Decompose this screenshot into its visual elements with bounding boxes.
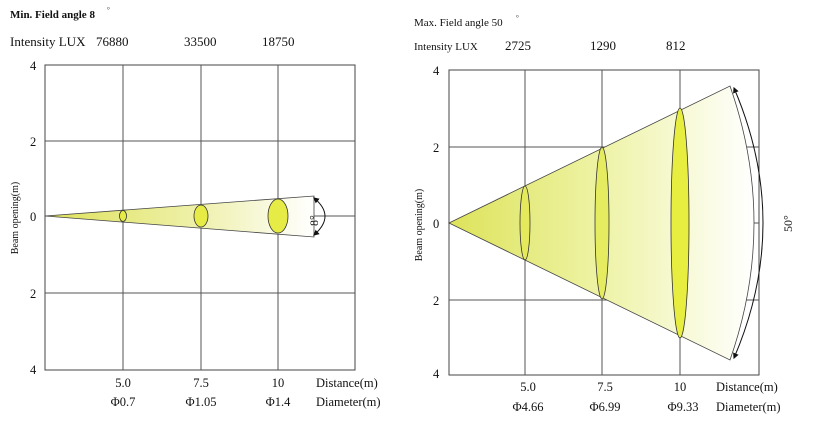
left-beam-section-7-5m: [193, 204, 209, 228]
left-distance-label: Distance(m): [316, 376, 378, 390]
right-y-axis-label: Beam opening(m): [414, 189, 425, 261]
left-distance-tick: 7.5: [193, 376, 209, 390]
left-diameter-tick: Φ1.4: [266, 395, 292, 409]
right-intensity-value-3: 812: [666, 38, 686, 53]
left-distance-tick: 5.0: [115, 376, 131, 390]
right-beam-section-5m: [519, 185, 531, 261]
right-distance-tick: 7.5: [597, 380, 613, 394]
right-diameter-tick: Φ4.66: [512, 400, 543, 414]
right-intensity-value-1: 2725: [505, 38, 531, 53]
left-diagram: Min. Field angle 8 ° Intensity LUX 76880…: [10, 6, 381, 409]
left-y-tick: 2: [30, 135, 36, 149]
left-title: Min. Field angle 8: [10, 9, 95, 21]
left-intensity-value-3: 18750: [262, 34, 295, 49]
left-intensity-label: Intensity LUX: [10, 34, 86, 49]
left-y-tick: 0: [30, 210, 36, 224]
right-y-tick: 4: [433, 64, 440, 78]
right-title: Max. Field angle 50: [414, 17, 503, 29]
right-diameter-tick: Φ9.33: [667, 400, 698, 414]
left-intensity-value-1: 76880: [96, 34, 129, 49]
left-intensity-value-2: 33500: [184, 34, 217, 49]
right-beam-section-7-5m: [594, 146, 610, 300]
right-intensity-value-2: 1290: [590, 38, 616, 53]
left-title-degree: °: [107, 6, 110, 14]
right-angle-label: 50°: [781, 215, 795, 232]
right-diagram: Max. Field angle 50 ° Intensity LUX 2725…: [414, 14, 795, 414]
left-y-tick: 2: [30, 287, 36, 301]
left-y-tick: 4: [30, 363, 37, 377]
right-diameter-tick: Φ6.99: [589, 400, 620, 414]
left-beam-section-10m: [267, 198, 289, 234]
right-y-tick: 0: [433, 217, 439, 231]
right-y-tick: 2: [433, 294, 439, 308]
left-distance-tick: 10: [272, 376, 285, 390]
right-title-degree: °: [516, 14, 519, 22]
right-y-tick: 4: [433, 367, 440, 381]
right-beam-section-10m: [670, 107, 690, 339]
left-y-axis-label: Beam opening(m): [10, 182, 21, 254]
left-diameter-label: Diameter(m): [316, 395, 381, 409]
right-distance-label: Distance(m): [716, 380, 778, 394]
left-diameter-tick: Φ0.7: [111, 395, 136, 409]
right-diameter-label: Diameter(m): [716, 400, 781, 414]
left-plot-frame: [44, 64, 356, 371]
left-y-tick: 4: [30, 59, 37, 73]
right-distance-tick: 5.0: [520, 380, 536, 394]
right-y-tick: 2: [433, 141, 439, 155]
right-distance-tick: 10: [674, 380, 687, 394]
right-intensity-label: Intensity LUX: [414, 41, 478, 53]
left-angle-label: 8°: [307, 215, 321, 226]
left-diameter-tick: Φ1.05: [185, 395, 216, 409]
right-angle-arc: [733, 86, 764, 360]
left-angle-arc: [313, 197, 326, 236]
left-beam-section-5m: [119, 210, 127, 222]
